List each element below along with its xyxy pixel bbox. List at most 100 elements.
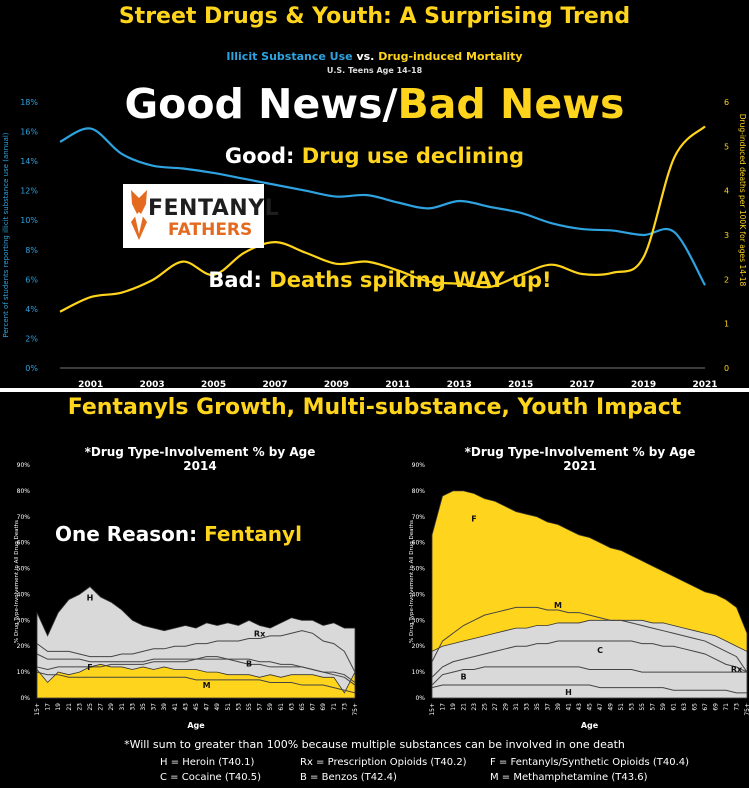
x-tick-label: 23 [76, 703, 83, 711]
x-axis-label: Age [187, 721, 205, 730]
x-tick-label: 57 [650, 703, 657, 711]
x-tick-label: 61 [278, 703, 285, 711]
chart-subtitle: Illicit Substance Use vs. Drug-induced M… [0, 50, 749, 63]
area-chart-2021: 0% 10% 20% 30% 40% 50% 60% 70% 80% 90% % Drug Type… [409, 462, 749, 730]
x-tick-label: 2013 [447, 380, 472, 390]
y-tick-label: 50% [412, 566, 426, 573]
chart-2021-title-line2: 2021 [563, 459, 597, 473]
x-tick-label: 63 [288, 703, 295, 711]
x-tick-label: 53 [235, 703, 242, 711]
series-label-b: B [246, 659, 252, 668]
x-tick-label: 61 [671, 703, 678, 711]
bad-annotation: Bad: Deaths spiking WAY up! [120, 268, 640, 292]
series-label-m: M [554, 601, 562, 610]
y-left-tick-label: 12% [20, 187, 38, 196]
footnote: *Will sum to greater than 100% because m… [124, 738, 625, 751]
y-tick-label: 70% [17, 514, 31, 521]
x-tick-label: 2015 [508, 380, 533, 390]
chart-subtitle-2: U.S. Teens Age 14-18 [326, 66, 423, 75]
y-left-tick-label: 0% [25, 364, 38, 373]
x-tick-label: 33 [524, 703, 531, 711]
x-tick-label: 35 [534, 703, 541, 711]
fox-logo-icon [131, 190, 147, 240]
x-tick-label: 2019 [631, 380, 656, 390]
series-label-b: B [460, 673, 466, 682]
x-tick-label: 43 [182, 703, 189, 711]
y-right-tick-label: 1 [724, 320, 729, 329]
x-tick-label: 25 [87, 703, 94, 711]
good-text: Drug use declining [301, 144, 525, 168]
y-tick-label: 40% [412, 591, 426, 598]
top-line-chart: 0% 2% 4% 6% 8% 10% 12% 14% 16% 18% 0 1 2 3 4 5 6 2001 2003… [2, 98, 747, 390]
x-tick-label: 27 [98, 703, 105, 711]
y-left-tick-label: 8% [25, 246, 38, 255]
x-tick-label: 39 [555, 703, 562, 711]
line-b [36, 658, 356, 683]
y-tick-label: 30% [412, 617, 426, 624]
x-tick-label: 21 [461, 703, 468, 711]
y-left-axis-label: Percent of students reporting illicit su… [2, 132, 10, 337]
series-line-mortality [59, 125, 706, 313]
reason-text: Fentanyl [204, 522, 302, 546]
x-tick-label: 2017 [570, 380, 595, 390]
x-tick-label: 53 [629, 703, 636, 711]
x-tick-label: 51 [618, 703, 625, 711]
x-tick-label: 33 [129, 703, 136, 711]
series-label-f: F [87, 663, 92, 672]
y-right-tick-label: 0 [724, 364, 729, 373]
x-tick-label: 35 [140, 703, 147, 711]
line-c [431, 640, 748, 678]
line-rx [36, 630, 356, 673]
x-tick-label: 55 [246, 703, 253, 711]
logo-text-fentanyl: FENTANYL [148, 196, 280, 221]
x-tick-label: 41 [566, 703, 573, 711]
x-tick-label: 59 [660, 703, 667, 711]
x-tick-label: 37 [151, 703, 158, 711]
series-label-rx: Rx [731, 665, 743, 674]
x-tick-label: 2009 [324, 380, 349, 390]
headline-good: Good News/ [124, 80, 398, 128]
y-left-tick-label: 14% [20, 157, 38, 166]
line-h [431, 684, 747, 694]
x-tick-label: 2007 [262, 380, 287, 390]
x-tick-label: 73 [341, 703, 348, 711]
chart-2014-title-line2: 2014 [183, 459, 217, 473]
x-tick-label: 27 [492, 703, 499, 711]
logo-text-fathers: FATHERS [168, 220, 253, 240]
x-tick-label: 17 [440, 703, 447, 711]
y-right-tick-label: 4 [724, 187, 729, 196]
y-right-axis-label: Drug-induced deaths per 100K for ages 14… [738, 114, 747, 287]
legend-benzos: B = Benzos (T42.4) [300, 772, 397, 783]
y-left-tick-label: 10% [20, 216, 38, 225]
x-tick-label: 71 [723, 703, 730, 711]
x-tick-label: 39 [161, 703, 168, 711]
area-chart-2014: 0% 10% 20% 30% 40% 50% 60% 70% 80% 90% % Drug Type… [14, 462, 359, 730]
subtitle-series-a: Illicit Substance Use [226, 50, 353, 63]
bad-label: Bad: [208, 268, 270, 292]
legend-cocaine: C = Cocaine (T40.5) [160, 772, 262, 783]
x-tick-label: 65 [299, 703, 306, 711]
x-tick-label: 37 [545, 703, 552, 711]
x-tick-label: 65 [692, 703, 699, 711]
area-f [36, 663, 356, 699]
y-tick-label: 20% [17, 643, 31, 650]
y-tick-label: 60% [412, 540, 426, 547]
section-divider [0, 388, 749, 392]
legend-meth: M = Methamphetamine (T43.6) [490, 772, 648, 783]
series-label-rx: Rx [254, 629, 266, 638]
legend-rx: Rx = Prescription Opioids (T40.2) [300, 757, 467, 768]
x-tick-label: 2003 [140, 380, 165, 390]
y-tick-label: 50% [17, 566, 31, 573]
line-b [431, 666, 747, 686]
x-tick-label: 31 [513, 703, 520, 711]
y-left-tick-label: 16% [20, 128, 38, 137]
good-label: Good: [224, 144, 302, 168]
y-axis-label: % Drug Type-Involvement in All Drug Deat… [409, 520, 415, 643]
x-axis-label: Age [581, 721, 599, 730]
x-tick-label: 47 [597, 703, 604, 711]
x-tick-label: 2005 [201, 380, 226, 390]
line-m [36, 671, 356, 694]
x-tick-label: 45 [193, 703, 200, 711]
y-right-tick-label: 6 [724, 98, 729, 107]
y-tick-label: 60% [17, 540, 31, 547]
